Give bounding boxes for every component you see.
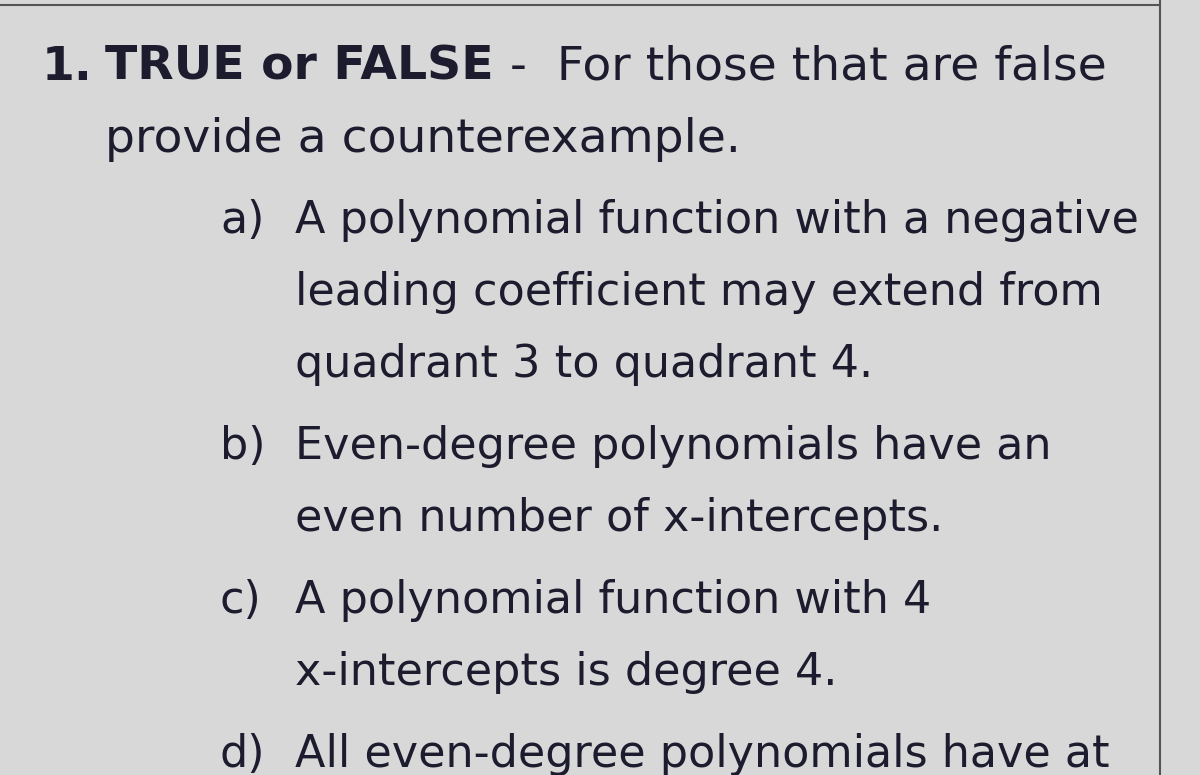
Text: even number of x-intercepts.: even number of x-intercepts. [295, 497, 943, 540]
Text: a): a) [220, 199, 264, 242]
Text: c): c) [220, 579, 262, 622]
Text: x-intercepts is degree 4.: x-intercepts is degree 4. [295, 651, 838, 694]
Text: All even-degree polynomials have at: All even-degree polynomials have at [295, 733, 1110, 775]
Text: -  For those that are false: - For those that are false [496, 45, 1106, 90]
Text: TRUE or FALSE: TRUE or FALSE [106, 45, 493, 90]
Text: provide a counterexample.: provide a counterexample. [106, 117, 740, 162]
Text: d): d) [220, 733, 265, 775]
Text: Even-degree polynomials have an: Even-degree polynomials have an [295, 425, 1051, 468]
Text: quadrant 3 to quadrant 4.: quadrant 3 to quadrant 4. [295, 343, 874, 386]
Text: b): b) [220, 425, 265, 468]
Text: A polynomial function with 4: A polynomial function with 4 [295, 579, 931, 622]
Text: A polynomial function with a negative: A polynomial function with a negative [295, 199, 1139, 242]
Text: 1.: 1. [42, 45, 92, 90]
Text: leading coefficient may extend from: leading coefficient may extend from [295, 271, 1103, 314]
